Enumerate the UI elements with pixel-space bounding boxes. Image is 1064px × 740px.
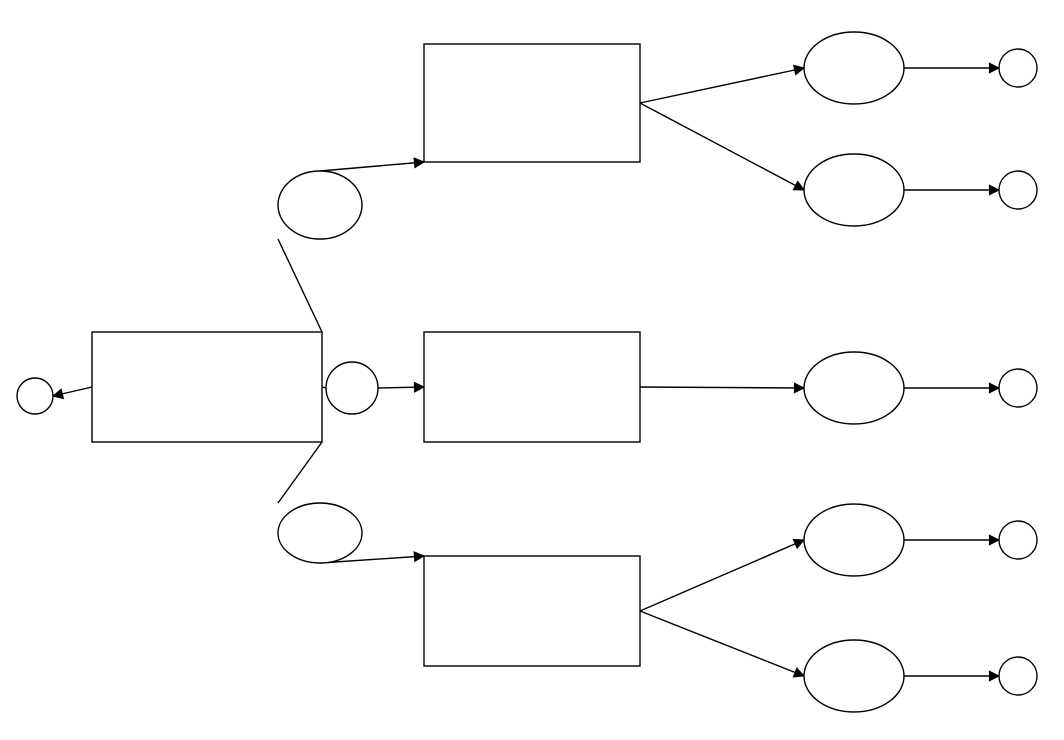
node-leftSmall — [17, 378, 53, 414]
node-rectTop — [424, 44, 640, 162]
node-ell4 — [804, 504, 904, 576]
nodes-group — [17, 32, 1037, 712]
edge-rectMid-ell3 — [640, 387, 804, 388]
edge-rectTop-ell1 — [640, 68, 804, 103]
node-end1 — [999, 49, 1037, 87]
node-end2 — [999, 171, 1037, 209]
diagram-canvas — [0, 0, 1064, 740]
node-ell5 — [804, 640, 904, 712]
node-rectMid — [424, 332, 640, 442]
node-connTop — [278, 171, 362, 239]
node-end5 — [999, 657, 1037, 695]
node-end4 — [999, 521, 1037, 559]
edge-rectBot-ell4 — [640, 540, 804, 611]
node-ell2 — [804, 154, 904, 226]
node-rectBot — [424, 556, 640, 666]
edge-rootRect-connTop — [278, 239, 322, 332]
node-connMid — [326, 362, 378, 414]
node-ell1 — [804, 32, 904, 104]
edge-connMid-rectMid — [378, 387, 424, 388]
edge-connTop-rectTop — [320, 162, 424, 171]
edge-rootRect-connBot — [278, 442, 322, 503]
edge-rectTop-ell2 — [640, 103, 804, 190]
edge-rectBot-ell5 — [640, 611, 804, 676]
node-ell3 — [804, 352, 904, 424]
edge-rootRect-leftSmall — [53, 387, 92, 396]
node-end3 — [999, 369, 1037, 407]
node-rootRect — [92, 332, 322, 442]
node-connBot — [278, 503, 362, 563]
